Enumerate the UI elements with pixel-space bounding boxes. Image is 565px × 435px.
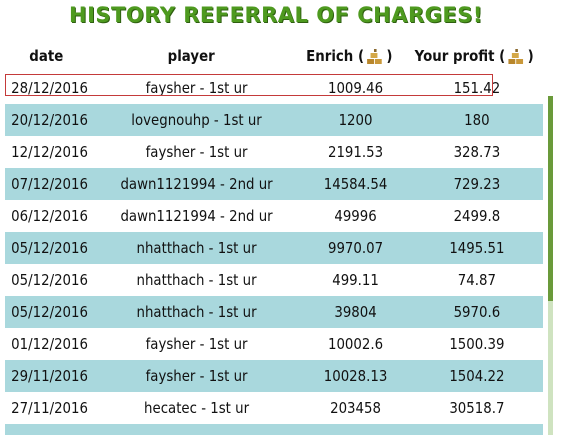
cell-player: dawn1121994 - 2nd ur: [120, 175, 273, 193]
cell-date: 07/12/2016: [11, 175, 88, 193]
cell-profit: 180: [464, 111, 490, 129]
cell-profit: 328.73: [453, 143, 501, 161]
table-row: 07/12/2016 dawn1121994 - 2nd ur 14584.54…: [5, 168, 543, 200]
header-profit: Your profit (): [414, 47, 533, 65]
scrollbar-thumb[interactable]: [548, 96, 553, 301]
page-title: HISTORY REFERRAL OF CHARGES!: [69, 3, 483, 27]
cell-date: 05/12/2016: [11, 271, 88, 289]
referral-history-table: date player Enrich () Your profit () 28/…: [5, 40, 543, 435]
cell-date: 06/12/2016: [11, 207, 88, 225]
cell-player: dawn1121994 - 2nd ur: [120, 207, 273, 225]
cell-player: nhatthach - 1st ur: [136, 239, 257, 257]
cell-date: 05/12/2016: [11, 303, 88, 321]
cell-enrich: 2191.53: [328, 143, 384, 161]
cell-enrich: 10002.6: [328, 335, 384, 353]
cell-profit: 2499.8: [453, 207, 501, 225]
table-row: 01/12/2016 faysher - 1st ur 10002.6 1500…: [5, 328, 543, 360]
cell-enrich: 10028.13: [323, 367, 388, 385]
gold-bars-icon: [367, 48, 383, 64]
cell-player: faysher - 1st ur: [145, 79, 248, 97]
cell-player: faysher - 1st ur: [145, 367, 248, 385]
cell-enrich: 1200: [338, 111, 373, 129]
header-date: date: [29, 47, 64, 65]
cell-date: 01/12/2016: [11, 335, 88, 353]
cell-date: 28/12/2016: [11, 79, 88, 97]
cell-profit: 1495.51: [449, 239, 505, 257]
cell-profit: 1504.22: [449, 367, 505, 385]
cell-date: 12/12/2016: [11, 143, 88, 161]
cell-date: 29/11/2016: [11, 367, 88, 385]
table-row: 05/12/2016 nhatthach - 1st ur 499.11 74.…: [5, 264, 543, 296]
cell-profit: 1500.39: [449, 335, 505, 353]
cell-player: faysher - 1st ur: [145, 335, 248, 353]
cell-date: 20/12/2016: [11, 111, 88, 129]
cell-player: nhatthach - 1st ur: [136, 271, 257, 289]
header-profit-close: ): [527, 47, 534, 65]
cell-profit: 151.42: [453, 79, 501, 97]
table-header-row: date player Enrich () Your profit (): [5, 40, 543, 72]
cell-profit: 5970.6: [453, 303, 501, 321]
header-enrich: Enrich (): [302, 47, 397, 65]
header-enrich-label: Enrich (: [306, 47, 364, 65]
cell-enrich: 49996: [334, 207, 377, 225]
table-row: 27/11/2016 hecatec - 1st ur 203458 30518…: [5, 392, 543, 424]
table-row: 06/12/2016 dawn1121994 - 2nd ur 49996 24…: [5, 200, 543, 232]
table-row: 05/12/2016 nhatthach - 1st ur 39804 5970…: [5, 296, 543, 328]
table-row: 28/12/2016 faysher - 1st ur 1009.46 151.…: [5, 72, 543, 104]
cell-enrich: 1009.46: [328, 79, 384, 97]
cell-profit: 729.23: [453, 175, 501, 193]
table-row: 05/12/2016 nhatthach - 1st ur 9970.07 14…: [5, 232, 543, 264]
table-row: 29/11/2016 faysher - 1st ur 10028.13 150…: [5, 360, 543, 392]
header-profit-label: Your profit (: [414, 47, 505, 65]
cell-enrich: 39804: [334, 303, 377, 321]
cell-player: lovegnouhp - 1st ur: [131, 111, 262, 129]
cell-player: hecatec - 1st ur: [144, 399, 250, 417]
cell-profit: 30518.7: [449, 399, 505, 417]
table-row: 20/12/2016 lovegnouhp - 1st ur 1200 180: [5, 104, 543, 136]
cell-enrich: 9970.07: [328, 239, 384, 257]
cell-player: nhatthach - 1st ur: [136, 303, 257, 321]
cell-enrich: 14584.54: [323, 175, 388, 193]
table-row: 12/12/2016 faysher - 1st ur 2191.53 328.…: [5, 136, 543, 168]
gold-bars-icon: [508, 48, 523, 64]
cell-player: faysher - 1st ur: [145, 143, 248, 161]
cell-date: 05/12/2016: [11, 239, 88, 257]
cell-profit: 74.87: [458, 271, 497, 289]
cell-date: 27/11/2016: [11, 399, 88, 417]
cell-enrich: 499.11: [332, 271, 379, 289]
cell-enrich: 203458: [330, 399, 382, 417]
table-row-partial: [5, 424, 543, 435]
header-enrich-close: ): [386, 47, 393, 65]
header-player: player: [167, 47, 215, 65]
